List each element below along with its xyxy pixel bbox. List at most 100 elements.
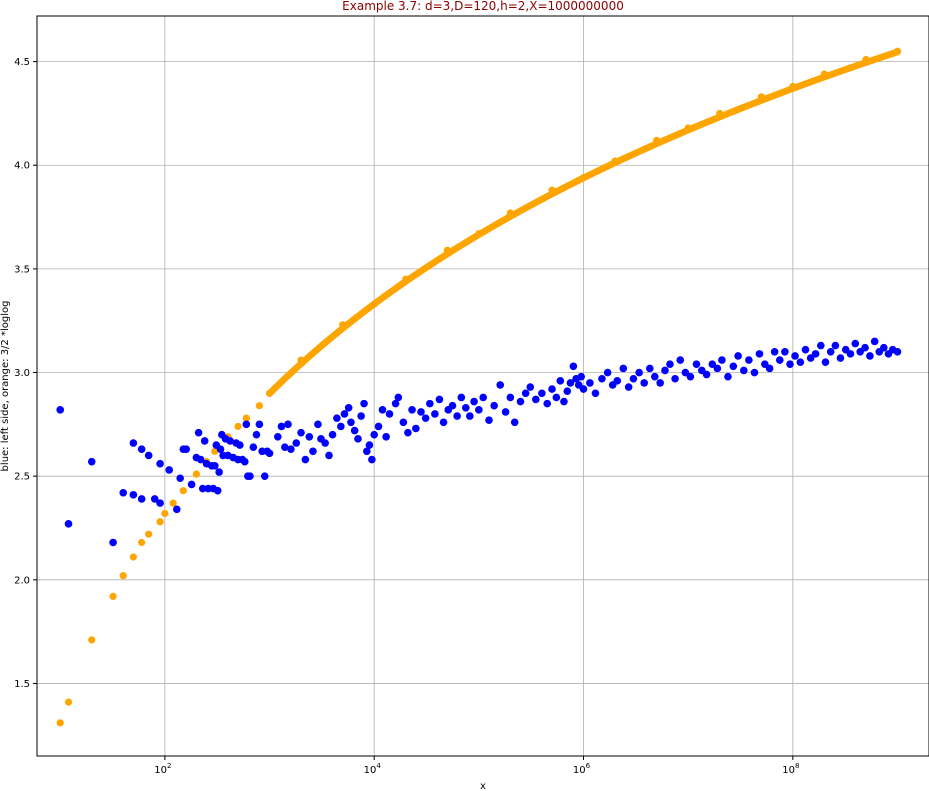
blue-point [246,472,254,480]
blue-point [378,406,387,414]
blue-point [417,408,425,416]
blue-point [470,397,478,406]
blue-point [453,412,461,420]
blue-point [328,430,337,439]
x-tick-label: 104 [364,762,382,776]
blue-point [182,445,191,454]
blue-point [236,441,244,449]
blue-point [713,364,722,373]
y-tick-label: 3.5 [14,264,30,275]
blue-point [496,381,505,389]
blue-point [666,360,674,369]
orange-point [242,414,250,422]
blue-point [646,364,654,373]
blue-point [325,451,333,460]
blue-point [801,345,810,354]
blue-point [211,462,219,470]
blue-point [676,356,685,364]
blue-point [501,408,510,416]
blue-point [252,430,261,439]
blue-point [260,472,269,480]
orange-point [129,553,137,561]
blue-point [119,488,128,497]
blue-point [412,424,420,433]
blue-point [382,432,390,441]
blue-point [880,343,888,352]
blue-point [292,439,301,447]
blue-point [333,414,341,422]
blue-point [350,426,359,435]
blue-point [811,350,820,358]
blue-point [531,395,540,404]
blue-point [176,474,184,483]
blue-point [399,418,408,427]
blue-point [165,466,174,474]
blue-point [729,362,738,371]
blue-point [461,403,470,412]
blue-point [485,416,493,425]
blue-point [196,455,205,464]
blue-point [281,443,289,451]
orange-point [145,530,153,538]
blue-point [360,399,368,408]
x-axis-label: x [480,781,486,791]
blue-point [861,343,869,352]
blue-point [866,352,874,360]
blue-point [198,484,207,493]
y-tick-label: 3.0 [14,368,30,379]
blue-point [506,393,515,402]
blue-point [526,383,535,391]
blue-point [137,445,146,454]
blue-point [365,441,374,449]
y-tick-label: 1.5 [14,679,30,690]
blue-point [831,341,840,350]
y-tick-label: 2.5 [14,472,30,483]
orange-point [156,518,164,526]
blue-point [635,368,643,377]
blue-point [591,389,600,398]
blue-point [426,399,434,408]
blue-point [363,447,371,456]
blue-point [144,451,153,460]
blue-point [521,389,530,398]
blue-point [314,420,322,429]
blue-point [354,435,362,443]
blue-point [724,372,732,381]
blue-point [277,422,286,431]
blue-point [640,379,648,387]
orange-point [192,470,200,478]
blue-point [370,430,378,439]
blue-point [846,350,855,358]
blue-point [816,341,825,350]
blue-point [603,368,612,377]
blue-point [624,383,633,391]
blue-point [893,347,902,356]
blue-point [87,457,96,466]
orange-point [234,422,242,431]
orange-point [138,538,146,547]
x-tick-label: 106 [573,762,591,776]
blue-point [309,447,317,456]
blue-point [56,406,65,414]
blue-point [775,356,784,364]
blue-point [368,455,376,464]
orange-point [161,509,169,518]
blue-point [656,379,664,387]
blue-point [560,397,568,406]
blue-point [194,428,203,437]
blue-point [226,437,234,445]
orange-point [211,447,219,455]
blue-point [516,397,525,406]
blue-point [297,428,305,437]
blue-point [870,337,879,346]
y-tick-label: 4.5 [14,57,30,68]
series-orange [56,47,902,727]
blue-point [421,414,430,422]
blue-point [216,445,225,454]
x-tick-label: 102 [154,762,171,776]
chart-title: Example 3.7: d=3,D=120,h=2,X=1000000000 [342,0,624,13]
blue-point [755,350,764,358]
blue-point [374,422,383,431]
blue-point [765,364,774,373]
